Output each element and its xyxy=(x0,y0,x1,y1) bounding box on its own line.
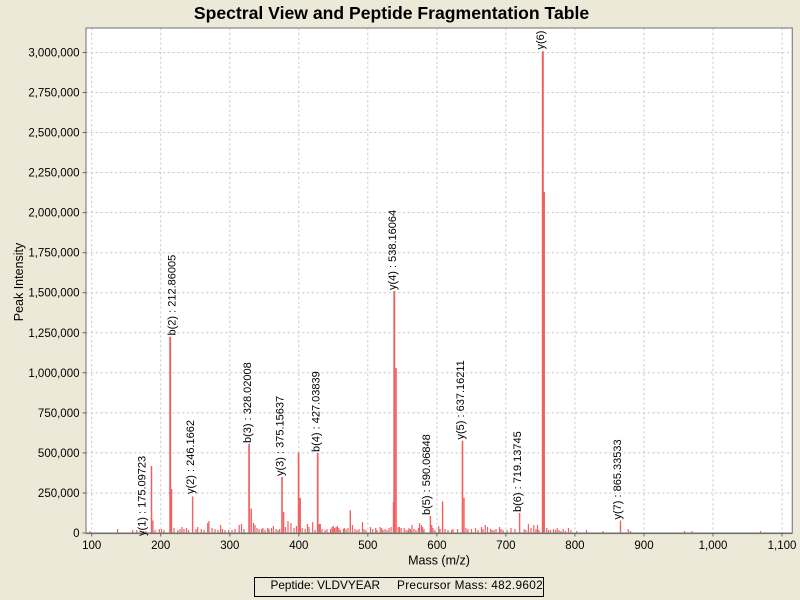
svg-text:y(7) : 865.33533: y(7) : 865.33533 xyxy=(612,439,624,519)
svg-text:y(1) : 175.09723: y(1) : 175.09723 xyxy=(137,456,149,536)
svg-text:800: 800 xyxy=(565,540,584,552)
svg-text:b(5) : 590.06848: b(5) : 590.06848 xyxy=(421,434,433,515)
svg-text:y(4) : 538.16064: y(4) : 538.16064 xyxy=(387,210,399,290)
svg-text:2,000,000: 2,000,000 xyxy=(28,208,79,220)
svg-text:1,250,000: 1,250,000 xyxy=(28,328,79,340)
svg-text:500,000: 500,000 xyxy=(38,448,80,460)
svg-text:y(5) : 637.16211: y(5) : 637.16211 xyxy=(455,360,467,439)
svg-text:b(6) : 719.13745: b(6) : 719.13745 xyxy=(512,431,524,512)
svg-text:y(6) : 752.35877: y(6) : 752.35877 xyxy=(535,0,547,50)
svg-text:b(4) : 427.03839: b(4) : 427.03839 xyxy=(310,371,322,452)
svg-text:400: 400 xyxy=(289,540,308,552)
svg-text:Peak Intensity: Peak Intensity xyxy=(12,242,26,321)
svg-text:y(3) : 375.15637: y(3) : 375.15637 xyxy=(275,396,287,476)
svg-text:y(2) : 246.1662: y(2) : 246.1662 xyxy=(185,420,197,494)
svg-text:900: 900 xyxy=(634,540,653,552)
svg-text:2,500,000: 2,500,000 xyxy=(28,128,79,140)
svg-text:300: 300 xyxy=(220,540,239,552)
svg-text:600: 600 xyxy=(427,540,446,552)
svg-text:500: 500 xyxy=(358,540,377,552)
svg-text:2,250,000: 2,250,000 xyxy=(28,168,79,180)
svg-text:2,750,000: 2,750,000 xyxy=(28,88,79,100)
svg-text:1,100: 1,100 xyxy=(768,540,797,552)
svg-text:1,000: 1,000 xyxy=(699,540,728,552)
svg-text:250,000: 250,000 xyxy=(38,488,80,500)
svg-text:3,000,000: 3,000,000 xyxy=(28,48,79,60)
svg-text:1,500,000: 1,500,000 xyxy=(28,288,79,300)
svg-text:1,750,000: 1,750,000 xyxy=(28,248,79,260)
svg-text:700: 700 xyxy=(496,540,515,552)
svg-text:Mass (m/z): Mass (m/z) xyxy=(408,554,470,568)
svg-text:100: 100 xyxy=(82,540,101,552)
svg-text:750,000: 750,000 xyxy=(38,408,80,420)
svg-text:0: 0 xyxy=(73,528,79,540)
svg-text:1,000,000: 1,000,000 xyxy=(28,368,79,380)
svg-text:200: 200 xyxy=(151,540,170,552)
svg-text:b(2) : 212.86005: b(2) : 212.86005 xyxy=(166,255,178,336)
svg-text:b(3) : 328.02008: b(3) : 328.02008 xyxy=(242,362,254,443)
